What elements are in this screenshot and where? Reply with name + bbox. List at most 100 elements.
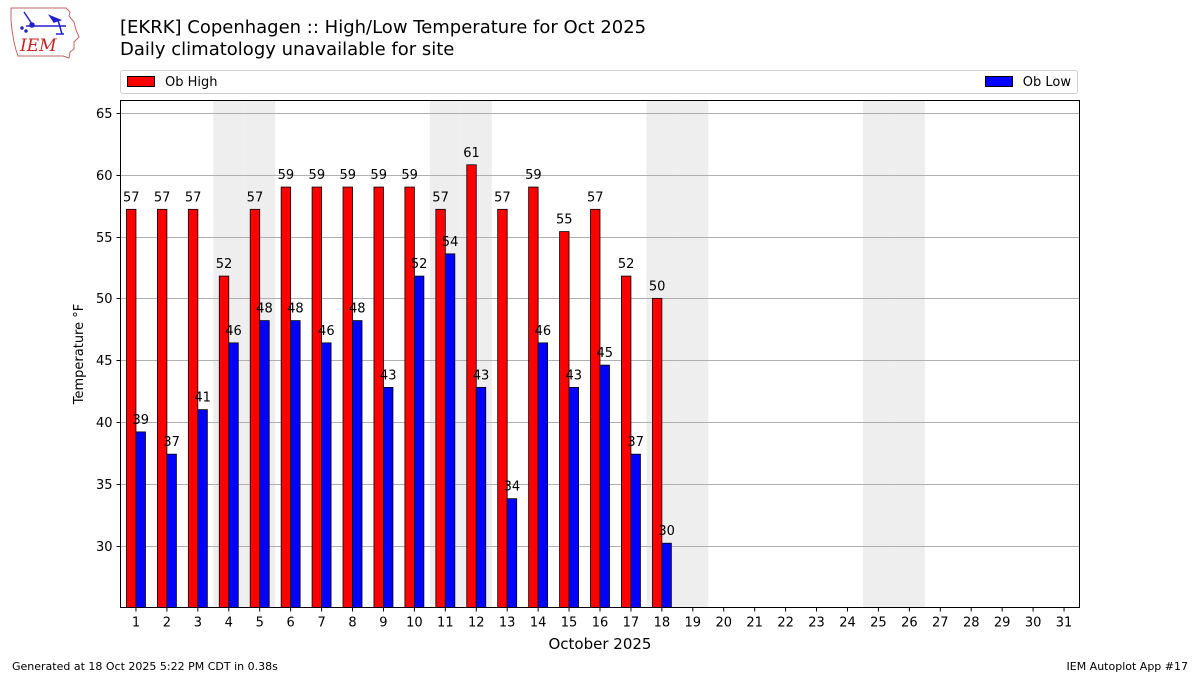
bar-high-day-6 bbox=[280, 186, 292, 608]
x-tick-label-10: 10 bbox=[406, 616, 423, 631]
x-tick-label-23: 23 bbox=[808, 616, 825, 631]
bar-high-day-12 bbox=[466, 164, 477, 608]
bar-high-day-10 bbox=[404, 186, 415, 608]
x-tick-label-4: 4 bbox=[225, 616, 233, 631]
x-tick-label-8: 8 bbox=[348, 616, 356, 631]
x-tick-label-25: 25 bbox=[870, 616, 887, 631]
data-label-high-day-15: 55 bbox=[556, 213, 573, 228]
x-tick-label-2: 2 bbox=[163, 616, 171, 631]
x-tick-label-12: 12 bbox=[468, 616, 485, 631]
data-label-high-day-11: 57 bbox=[432, 190, 449, 205]
legend-swatch-low bbox=[984, 76, 1013, 87]
legend-item-low: Ob Low bbox=[984, 75, 1071, 90]
x-tick-label-21: 21 bbox=[746, 616, 763, 631]
x-tick-label-9: 9 bbox=[379, 616, 387, 631]
x-tick-label-14: 14 bbox=[530, 616, 547, 631]
data-label-low-day-3: 41 bbox=[194, 391, 211, 406]
data-label-high-day-5: 57 bbox=[247, 190, 264, 205]
iowa-outline bbox=[10, 7, 80, 59]
y-tick-label-65: 65 bbox=[96, 107, 113, 122]
bar-high-day-15 bbox=[559, 231, 570, 608]
footer-generated: Generated at 18 Oct 2025 5:22 PM CDT in … bbox=[12, 660, 278, 673]
data-label-low-day-4: 46 bbox=[225, 324, 242, 339]
footer-app: IEM Autoplot App #17 bbox=[1066, 660, 1189, 673]
bar-high-day-14 bbox=[528, 186, 539, 608]
x-tick-label-28: 28 bbox=[963, 616, 980, 631]
bar-low-day-12 bbox=[475, 386, 487, 608]
data-label-low-day-1: 39 bbox=[132, 413, 149, 428]
bar-low-day-13 bbox=[506, 498, 518, 608]
x-tick-label-20: 20 bbox=[715, 616, 732, 631]
x-tick-label-3: 3 bbox=[194, 616, 202, 631]
data-label-low-day-8: 48 bbox=[349, 302, 366, 317]
legend-swatch-high bbox=[127, 76, 155, 87]
data-label-high-day-17: 52 bbox=[618, 257, 635, 272]
bar-low-day-17 bbox=[630, 453, 641, 608]
bar-low-day-18 bbox=[661, 542, 672, 608]
x-tick-label-22: 22 bbox=[777, 616, 794, 631]
bar-low-day-4 bbox=[228, 342, 239, 608]
bar-low-day-6 bbox=[290, 320, 301, 608]
bar-high-day-9 bbox=[373, 186, 384, 608]
data-label-low-day-6: 48 bbox=[287, 302, 304, 317]
legend: Ob High Ob Low bbox=[120, 70, 1078, 94]
bar-high-day-3 bbox=[187, 208, 199, 608]
data-label-low-day-16: 45 bbox=[596, 346, 613, 361]
bar-low-day-15 bbox=[568, 386, 579, 608]
bar-high-day-7 bbox=[311, 186, 322, 608]
bar-low-day-8 bbox=[352, 320, 363, 608]
data-label-low-day-10: 52 bbox=[411, 257, 428, 272]
data-label-high-day-6: 59 bbox=[278, 168, 295, 183]
iem-logo: IEM bbox=[10, 7, 80, 59]
x-tick-label-18: 18 bbox=[654, 616, 671, 631]
data-label-high-day-16: 57 bbox=[587, 190, 604, 205]
x-tick-label-17: 17 bbox=[623, 616, 640, 631]
bar-low-day-10 bbox=[413, 275, 425, 608]
data-label-low-day-7: 46 bbox=[318, 324, 335, 339]
bar-low-day-16 bbox=[599, 364, 610, 608]
data-label-high-day-12: 61 bbox=[463, 146, 480, 161]
data-label-high-day-4: 52 bbox=[216, 257, 233, 272]
y-tick-label-60: 60 bbox=[96, 169, 113, 184]
legend-label-high: Ob High bbox=[165, 75, 218, 90]
chart-subtitle: Daily climatology unavailable for site bbox=[120, 39, 455, 60]
bar-low-day-14 bbox=[537, 342, 549, 608]
data-label-low-day-5: 48 bbox=[256, 302, 273, 317]
bar-high-day-11 bbox=[435, 208, 446, 608]
data-label-low-day-13: 34 bbox=[504, 480, 521, 495]
y-tick-label-50: 50 bbox=[96, 292, 113, 307]
data-label-high-day-3: 57 bbox=[185, 190, 202, 205]
x-tick-label-19: 19 bbox=[685, 616, 702, 631]
x-tick-label-30: 30 bbox=[1025, 616, 1042, 631]
data-label-low-day-2: 37 bbox=[163, 435, 180, 450]
weekend-band-day-25 bbox=[862, 100, 894, 608]
x-tick-label-15: 15 bbox=[561, 616, 578, 631]
logo-text: IEM bbox=[19, 36, 57, 56]
bar-low-day-11 bbox=[444, 253, 456, 608]
data-label-high-day-10: 59 bbox=[401, 168, 418, 183]
data-label-low-day-18: 30 bbox=[658, 524, 675, 539]
bar-high-day-18 bbox=[651, 297, 663, 608]
data-label-high-day-9: 59 bbox=[370, 168, 387, 183]
legend-label-low: Ob Low bbox=[1022, 75, 1071, 90]
bar-low-day-9 bbox=[383, 386, 394, 608]
y-tick-label-30: 30 bbox=[96, 540, 113, 555]
data-label-high-day-18: 50 bbox=[649, 279, 666, 294]
data-label-low-day-9: 43 bbox=[380, 368, 397, 383]
data-label-high-day-8: 59 bbox=[339, 168, 356, 183]
x-tick-label-29: 29 bbox=[994, 616, 1011, 631]
x-tick-label-11: 11 bbox=[437, 616, 454, 631]
bar-high-day-1 bbox=[126, 208, 137, 608]
x-tick-label-5: 5 bbox=[256, 616, 264, 631]
data-label-low-day-17: 37 bbox=[627, 435, 644, 450]
x-tick-label-16: 16 bbox=[592, 616, 609, 631]
data-label-low-day-12: 43 bbox=[473, 368, 490, 383]
y-tick-label-35: 35 bbox=[96, 478, 113, 493]
data-label-high-day-7: 59 bbox=[309, 168, 326, 183]
x-axis-label: October 2025 bbox=[549, 635, 652, 653]
x-tick-label-7: 7 bbox=[317, 616, 325, 631]
data-label-low-day-11: 54 bbox=[442, 235, 459, 250]
bar-low-day-2 bbox=[166, 453, 177, 608]
x-tick-label-6: 6 bbox=[287, 616, 295, 631]
